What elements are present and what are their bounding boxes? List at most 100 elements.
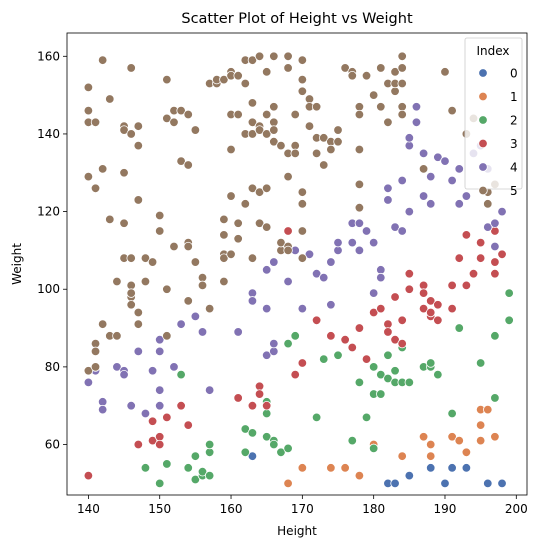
data-point-series-5: [291, 110, 300, 119]
data-point-series-5: [155, 227, 164, 236]
data-point-series-5: [312, 102, 321, 111]
data-point-series-5: [134, 308, 143, 317]
legend-marker-0: [479, 69, 488, 78]
data-point-series-2: [391, 366, 400, 375]
data-point-series-2: [355, 378, 364, 387]
data-point-series-5: [198, 273, 207, 282]
data-point-series-3: [155, 432, 164, 441]
data-point-series-3: [434, 300, 443, 309]
data-point-series-5: [369, 91, 378, 100]
x-tick-label: 150: [148, 502, 171, 516]
legend-title: Index: [476, 44, 509, 58]
data-point-series-5: [291, 141, 300, 150]
data-point-series-3: [341, 335, 350, 344]
legend-marker-2: [479, 116, 488, 125]
data-point-series-2: [284, 444, 293, 453]
data-point-series-2: [369, 363, 378, 372]
data-point-series-5: [227, 250, 236, 259]
data-point-series-5: [220, 215, 229, 224]
data-point-series-4: [120, 370, 129, 379]
data-point-series-5: [91, 347, 100, 356]
data-point-series-4: [455, 200, 464, 209]
data-point-series-4: [405, 141, 414, 150]
data-point-series-4: [284, 277, 293, 286]
data-point-series-5: [127, 130, 136, 139]
data-point-series-2: [155, 479, 164, 488]
data-point-series-0: [462, 464, 471, 473]
data-point-series-4: [270, 258, 279, 267]
data-point-series-4: [327, 258, 336, 267]
data-point-series-2: [262, 409, 271, 418]
data-point-series-3: [462, 281, 471, 290]
data-point-series-4: [298, 304, 307, 313]
data-point-series-2: [376, 390, 385, 399]
data-point-series-5: [298, 188, 307, 197]
data-point-series-5: [270, 52, 279, 61]
data-point-series-5: [284, 52, 293, 61]
data-point-series-5: [277, 141, 286, 150]
data-point-series-2: [405, 378, 414, 387]
legend-marker-4: [479, 163, 488, 172]
data-point-series-5: [327, 145, 336, 154]
data-point-series-3: [384, 328, 393, 337]
data-point-series-4: [398, 176, 407, 185]
data-point-series-2: [163, 460, 172, 469]
data-point-series-4: [155, 386, 164, 395]
data-point-series-4: [205, 386, 214, 395]
x-tick-label: 170: [291, 502, 314, 516]
data-point-series-5: [234, 71, 243, 80]
data-point-series-4: [355, 246, 364, 255]
data-point-series-2: [319, 355, 328, 364]
data-point-series-5: [270, 118, 279, 127]
data-point-series-5: [234, 234, 243, 243]
data-point-series-2: [491, 332, 500, 341]
data-point-series-2: [369, 444, 378, 453]
data-point-series-3: [455, 254, 464, 263]
data-point-series-5: [163, 75, 172, 84]
data-point-series-5: [355, 145, 364, 154]
data-point-series-5: [355, 110, 364, 119]
data-point-series-5: [148, 258, 157, 267]
data-point-series-5: [127, 289, 136, 298]
y-tick-label: 80: [45, 360, 60, 374]
data-point-series-5: [91, 184, 100, 193]
data-point-series-3: [426, 308, 435, 317]
data-point-series-2: [491, 394, 500, 403]
y-tick-label: 120: [37, 205, 60, 219]
data-point-series-3: [362, 355, 371, 364]
data-point-series-4: [355, 219, 364, 228]
data-point-series-4: [98, 405, 107, 414]
data-point-series-5: [141, 277, 150, 286]
data-point-series-5: [384, 118, 393, 127]
data-point-series-5: [262, 110, 271, 119]
data-point-series-4: [426, 172, 435, 181]
x-tick-label: 160: [220, 502, 243, 516]
data-point-series-5: [234, 110, 243, 119]
data-point-series-4: [234, 328, 243, 337]
data-point-series-5: [134, 320, 143, 329]
data-point-series-5: [127, 281, 136, 290]
data-point-series-5: [134, 196, 143, 205]
data-point-series-2: [205, 448, 214, 457]
data-point-series-3: [462, 231, 471, 240]
data-point-series-2: [334, 351, 343, 360]
data-point-series-1: [462, 448, 471, 457]
x-axis-label: Height: [277, 524, 317, 538]
data-point-series-4: [376, 273, 385, 282]
data-point-series-3: [255, 390, 264, 399]
data-point-series-3: [262, 401, 271, 410]
data-point-series-4: [384, 184, 393, 193]
data-point-series-4: [384, 196, 393, 205]
data-point-series-4: [348, 238, 357, 247]
data-point-series-5: [398, 52, 407, 61]
data-point-series-2: [362, 413, 371, 422]
data-point-series-4: [134, 347, 143, 356]
data-point-series-2: [426, 359, 435, 368]
data-point-series-2: [434, 370, 443, 379]
data-point-series-1: [298, 464, 307, 473]
data-point-series-5: [248, 254, 257, 263]
data-point-series-1: [426, 440, 435, 449]
data-point-series-4: [441, 157, 450, 166]
data-point-series-2: [248, 429, 257, 438]
